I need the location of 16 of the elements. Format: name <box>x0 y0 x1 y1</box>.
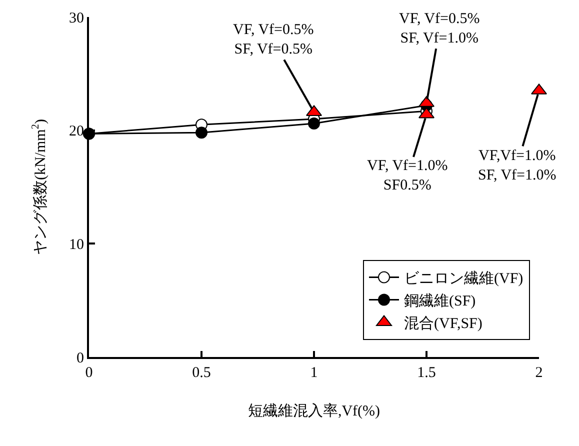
annotation: VF, Vf=0.5% SF, Vf=1.0% <box>399 11 480 46</box>
legend-label: 混合(VF,SF) <box>404 315 482 332</box>
annotation: VF,Vf=1.0% SF, Vf=1.0% <box>478 148 556 184</box>
x-axis-title: 短繊維混入率,Vf(%) <box>248 402 380 420</box>
y-tick-label: 0 <box>76 350 84 366</box>
y-tick-label: 10 <box>69 236 84 253</box>
annotation: VF, Vf=0.5% SF, Vf=0.5% <box>233 22 314 58</box>
x-tick-label: 0.5 <box>192 365 211 381</box>
annotation: VF, Vf=1.0% SF0.5% <box>367 158 448 194</box>
legend-label: 鋼繊維(SF) <box>404 292 476 310</box>
x-tick-label: 1 <box>310 365 318 381</box>
y-tick-label: 30 <box>69 10 84 26</box>
x-tick-label: 2 <box>535 365 543 381</box>
y-tick-label: 20 <box>69 124 84 140</box>
x-tick-label: 1.5 <box>417 365 436 381</box>
legend-label: ビニロン繊維(VF) <box>404 270 524 288</box>
